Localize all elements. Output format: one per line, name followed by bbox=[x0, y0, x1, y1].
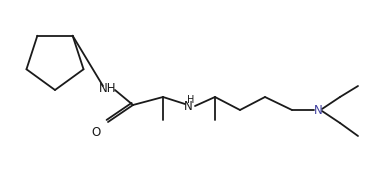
Text: H: H bbox=[187, 95, 195, 105]
Text: NH: NH bbox=[99, 82, 117, 95]
Text: N: N bbox=[184, 99, 193, 113]
Text: O: O bbox=[91, 127, 100, 139]
Text: N: N bbox=[314, 104, 322, 116]
